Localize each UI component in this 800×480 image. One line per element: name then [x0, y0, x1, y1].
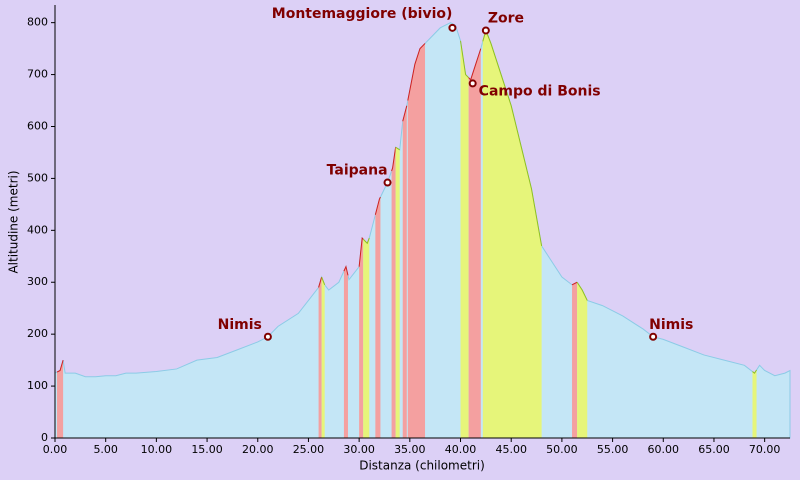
slope-band: [572, 282, 578, 438]
waypoint-label: Nimis: [218, 317, 262, 333]
slope-band: [752, 369, 757, 438]
x-tick-label: 15.00: [191, 443, 223, 456]
x-tick-label: 30.00: [343, 443, 375, 456]
slope-band: [363, 238, 370, 438]
y-tick-label: 500: [27, 171, 48, 184]
slope-band: [407, 43, 426, 438]
y-tick-label: 400: [27, 223, 48, 236]
slope-band-edge: [374, 196, 381, 215]
x-tick-label: 65.00: [698, 443, 730, 456]
x-tick-label: 55.00: [597, 443, 629, 456]
waypoint-marker: [383, 178, 392, 187]
slope-band-edge: [321, 276, 326, 286]
slope-band: [359, 238, 364, 438]
y-tick-label: 200: [27, 327, 48, 340]
slope-band: [57, 360, 64, 438]
slope-band: [375, 197, 381, 438]
y-tick-label: 600: [27, 119, 48, 132]
slope-band: [321, 277, 325, 438]
y-tick-label: 300: [27, 275, 48, 288]
slope-band-edge: [576, 281, 588, 301]
slope-band: [402, 105, 407, 438]
waypoint-marker: [649, 332, 658, 341]
x-tick-label: 5.00: [93, 443, 118, 456]
waypoint-label: Montemaggiore (bivio): [272, 6, 453, 22]
x-tick-label: 10.00: [141, 443, 173, 456]
slope-band: [460, 40, 469, 439]
waypoint-label: Nimis: [649, 317, 693, 333]
slope-band: [482, 30, 542, 438]
slope-band: [395, 147, 400, 438]
slope-band-edge: [358, 237, 364, 267]
y-tick-label: 0: [41, 431, 48, 444]
slope-band-edge: [752, 369, 757, 374]
slope-band-edge: [318, 276, 323, 288]
slope-band-edge: [571, 281, 578, 286]
slope-band-edge: [407, 43, 426, 101]
slope-band: [318, 277, 322, 438]
slope-band-edge: [56, 359, 64, 373]
slope-band-edge: [460, 40, 469, 79]
waypoint-label: Zore: [488, 10, 524, 26]
slope-band: [343, 266, 348, 438]
x-tick-label: 0.00: [43, 443, 68, 456]
slope-band-edge: [468, 48, 482, 81]
slope-band-edge: [343, 265, 349, 276]
x-tick-label: 45.00: [495, 443, 527, 456]
waypoint-marker: [481, 26, 490, 35]
waypoint-label: Campo di Bonis: [479, 83, 601, 99]
x-tick-label: 40.00: [445, 443, 477, 456]
x-axis-label: Distanza (chilometri): [359, 459, 485, 473]
slope-band: [577, 282, 588, 438]
slope-band: [468, 48, 481, 438]
slope-band-edge: [362, 237, 370, 245]
x-tick-label: 35.00: [394, 443, 426, 456]
waypoint-marker: [263, 332, 272, 341]
slope-band-edge: [391, 147, 397, 172]
x-tick-label: 70.00: [749, 443, 781, 456]
slope-band-edge: [402, 105, 408, 122]
slope-band: [391, 147, 396, 438]
waypoint-marker: [468, 79, 477, 88]
plot-area: [54, 22, 791, 439]
y-tick-label: 700: [27, 68, 48, 81]
x-tick-label: 60.00: [648, 443, 680, 456]
x-tick-label: 20.00: [242, 443, 274, 456]
slope-band-edge: [395, 146, 400, 151]
waypoint-marker: [448, 23, 457, 32]
waypoint-label: Taipana: [327, 163, 388, 179]
y-tick-label: 800: [27, 16, 48, 29]
y-axis-label: Altitudine (metri): [7, 170, 21, 273]
x-tick-label: 25.00: [293, 443, 325, 456]
x-tick-label: 50.00: [546, 443, 578, 456]
y-tick-label: 100: [27, 379, 48, 392]
